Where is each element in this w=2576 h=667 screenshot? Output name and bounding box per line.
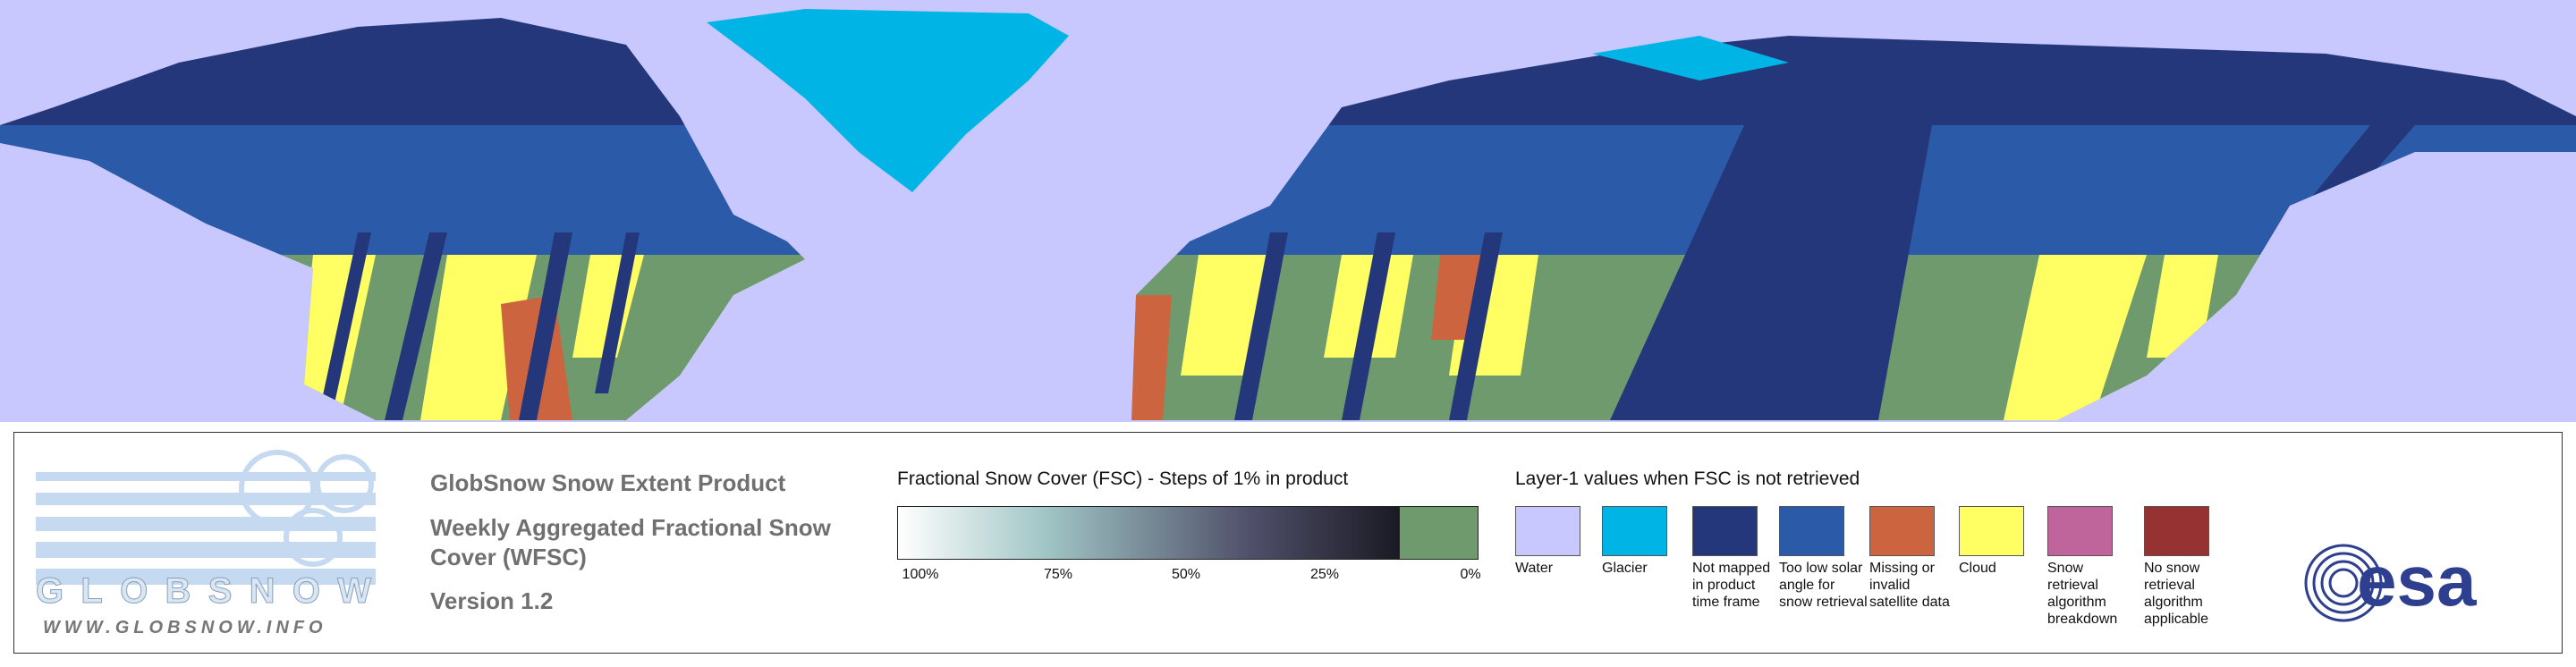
- fsc-tick-label: 75%: [1043, 567, 1073, 582]
- globsnow-logo: GLOBSNOW WWW.GLOBSNOW.INFO: [36, 450, 376, 637]
- legend-label: Missing or invalid satellite data: [1869, 561, 1950, 610]
- legend-swatch: [2144, 506, 2209, 556]
- legend-label: Snow retrieval algorithm breakdown: [2047, 561, 2118, 627]
- layer1-title: Layer-1 values when FSC is not retrieved: [1515, 469, 1860, 489]
- esa-logo: esa: [2304, 541, 2477, 622]
- legend-label: Water: [1515, 561, 1554, 576]
- legend-swatch: [1959, 506, 2024, 556]
- legend-label: Not mapped in product time frame: [1692, 561, 1771, 610]
- product-title: GlobSnow Snow Extent Product: [430, 469, 786, 496]
- snow-map: [0, 0, 2576, 422]
- legend-swatch: [1869, 506, 1935, 556]
- legend-label: Cloud: [1959, 561, 1996, 576]
- fsc-tick-label: 0%: [1460, 567, 1481, 582]
- greenland: [707, 9, 1069, 192]
- legend-label: Glacier: [1602, 561, 1648, 576]
- legend-swatch: [2047, 506, 2113, 556]
- legend-label: No snow retrieval algorithm applicable: [2144, 561, 2209, 627]
- svalbard: [1592, 36, 1789, 80]
- legend-swatch: [1779, 506, 1844, 556]
- fsc-title: Fractional Snow Cover (FSC) - Steps of 1…: [897, 469, 1349, 489]
- legend-swatch: [1515, 506, 1580, 556]
- fsc-tick-label: 50%: [1171, 567, 1201, 582]
- fsc-tick-label: 25%: [1309, 567, 1340, 582]
- fsc-gradient: [897, 506, 1400, 560]
- legend-swatch: [1692, 506, 1758, 556]
- product-subtitle: Weekly Aggregated Fractional Snow Cover …: [430, 514, 831, 570]
- product-version: Version 1.2: [430, 587, 554, 614]
- logo-url: WWW.GLOBSNOW.INFO: [43, 618, 327, 637]
- legend-label: Too low solar angle for snow retrieval: [1779, 561, 1868, 610]
- legend-swatch: [1602, 506, 1667, 556]
- legend-panel: [13, 432, 2563, 654]
- fsc-zero: [1399, 506, 1479, 560]
- esa-text: esa: [2357, 541, 2477, 621]
- fsc-tick-label: 100%: [902, 567, 939, 582]
